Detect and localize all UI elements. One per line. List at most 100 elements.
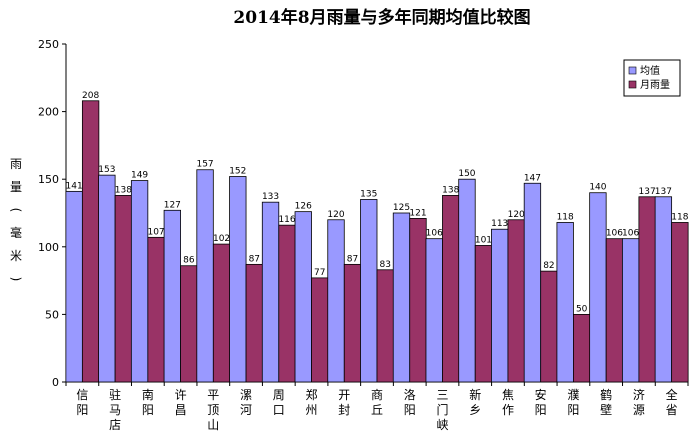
bar-mean-18 (654, 196, 673, 383)
data-label: 107 (147, 227, 164, 237)
category-label: 省 (666, 403, 678, 417)
data-label: 137 (639, 187, 656, 197)
category-label: 漯 (240, 388, 252, 402)
y-tick-label: 200 (38, 106, 59, 119)
data-label: 126 (295, 202, 312, 212)
category-label: 阳 (76, 403, 88, 417)
data-label: 83 (380, 260, 391, 270)
data-label: 127 (164, 200, 181, 210)
data-label: 138 (442, 185, 459, 195)
bar-monthly-16 (605, 238, 624, 383)
category-label: 许 (175, 388, 187, 402)
bar-monthly-18 (671, 222, 689, 383)
category-label: 昌 (175, 403, 187, 417)
category-label: 开 (338, 388, 350, 402)
bar-mean-5 (229, 176, 247, 383)
bar-monthly-0 (81, 100, 100, 383)
bar-monthly-11 (442, 195, 460, 383)
data-label: 101 (475, 235, 492, 245)
bar-monthly-2 (147, 236, 165, 383)
category-label: 乡 (469, 403, 481, 417)
data-label: 106 (606, 229, 623, 239)
bar-monthly-3 (180, 265, 198, 383)
y-tick-label: 50 (45, 308, 59, 321)
category-label: 州 (306, 403, 318, 417)
bar-mean-15 (556, 222, 574, 383)
data-label: 149 (131, 171, 148, 181)
data-label: 50 (576, 304, 588, 314)
y-axis-label-char: 雨 (10, 157, 22, 171)
y-axis-label: 雨量 (毫米) (9, 157, 23, 281)
data-label: 77 (314, 268, 325, 278)
data-label: 120 (508, 210, 525, 220)
category-label: 河 (240, 403, 252, 417)
category-label: 商 (371, 387, 383, 402)
data-label: 87 (249, 254, 260, 264)
data-label: 118 (671, 212, 688, 222)
data-label: 125 (393, 203, 410, 213)
data-label: 157 (196, 160, 213, 170)
bar-mean-13 (491, 228, 509, 383)
y-tick-label: 100 (38, 241, 59, 254)
category-label: 马 (109, 403, 121, 417)
category-label: 鹤 (600, 387, 612, 402)
category-label: 作 (502, 403, 514, 417)
data-label: 150 (458, 169, 475, 179)
bar-monthly-5 (245, 263, 263, 383)
bar-monthly-15 (573, 313, 591, 383)
bar-monthly-4 (212, 243, 231, 383)
bar-monthly-6 (278, 224, 296, 383)
category-label: 阳 (404, 403, 416, 417)
category-label: 门 (436, 402, 448, 417)
data-label: 106 (426, 229, 443, 239)
category-label: 店 (109, 418, 121, 432)
data-label: 113 (491, 219, 508, 229)
category-label: 阳 (142, 403, 154, 417)
data-label: 153 (98, 165, 115, 175)
category-label: 阳 (567, 403, 579, 417)
data-labels: 1412081531381491071278615710215287133116… (66, 91, 689, 315)
category-label: 山 (207, 418, 219, 432)
category-label: 壁 (600, 402, 612, 417)
data-label: 102 (213, 234, 230, 244)
chart-title: 2014年8月雨量与多年同期均值比较图 (233, 7, 530, 28)
legend-label: 月雨量 (640, 79, 670, 91)
bar-monthly-14 (540, 270, 558, 383)
category-label: 丘 (371, 403, 383, 417)
data-label: 87 (347, 254, 358, 264)
data-label: 118 (557, 212, 574, 222)
bar-mean-7 (294, 211, 312, 383)
bar-mean-17 (621, 238, 640, 383)
category-label: 新 (469, 387, 481, 402)
bar-mean-1 (98, 174, 116, 383)
category-label: 口 (273, 403, 285, 417)
category-labels: 信阳驻马店南阳许昌平顶山漯河周口郑州开封商丘洛阳三门峡新乡焦作安阳濮阳鹤壁济源全… (76, 387, 677, 432)
bar-mean-10 (392, 212, 411, 383)
bar-mean-4 (196, 169, 214, 383)
category-label: 峡 (436, 418, 448, 432)
category-label: 阳 (535, 403, 547, 417)
legend-swatch (628, 66, 637, 75)
bar-mean-3 (163, 209, 181, 383)
bar-monthly-17 (638, 196, 656, 383)
data-label: 138 (115, 185, 132, 195)
category-label: 全 (666, 387, 678, 402)
category-label: 封 (338, 403, 350, 417)
bar-monthly-9 (376, 269, 394, 383)
category-label: 濮 (567, 387, 579, 402)
data-label: 152 (229, 166, 246, 176)
legend-swatch (628, 80, 637, 89)
y-axis-label-char: ) (9, 277, 23, 282)
category-label: 三 (436, 388, 448, 402)
y-axis-label-char: 米 (10, 249, 22, 263)
y-tick-label: 150 (38, 173, 59, 186)
category-label: 焦 (502, 388, 514, 402)
data-label: 82 (543, 261, 554, 271)
bar-mean-16 (589, 192, 607, 383)
data-label: 120 (327, 210, 344, 220)
y-tick-label: 250 (38, 38, 59, 51)
bar-monthly-12 (474, 245, 493, 383)
category-label: 源 (633, 403, 645, 417)
bar-monthly-8 (343, 263, 362, 383)
